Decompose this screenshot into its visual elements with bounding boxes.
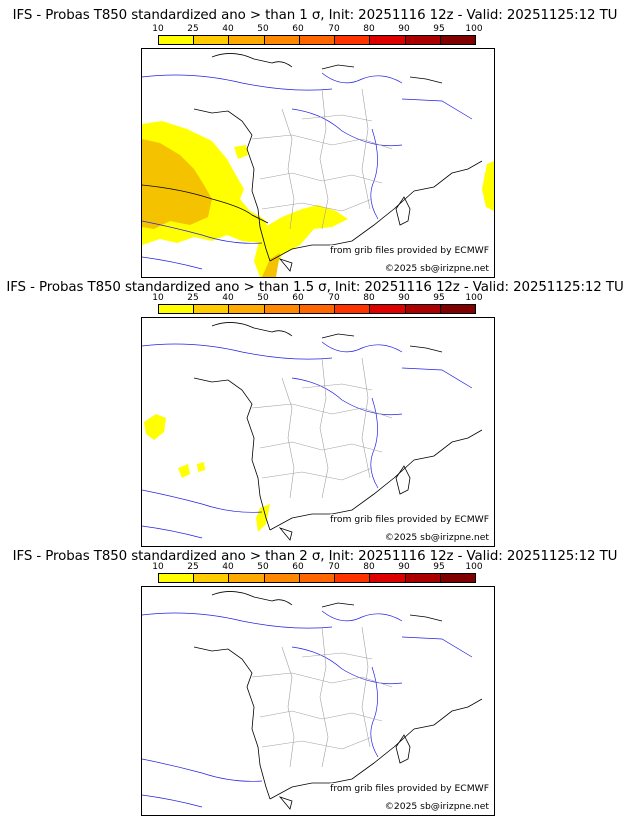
cb2-tick: 25	[187, 293, 199, 303]
colorbar-segment	[299, 305, 336, 313]
panel-1-colorbar-labels: 10 25 40 50 60 70 80 90 95 100	[152, 24, 482, 34]
coastline	[193, 322, 483, 541]
panel-2-colorbar	[158, 304, 476, 314]
cb1-tick: 90	[398, 24, 410, 34]
cb3-tick: 60	[292, 562, 304, 572]
colorbar-segment	[299, 36, 336, 44]
cb3-tick: 25	[187, 562, 199, 572]
panel-2-copyright: ©2025 sb@irizpne.net	[384, 532, 489, 543]
cb1-tick: 50	[257, 24, 269, 34]
colorbar-segment	[370, 36, 406, 44]
colorbar-segment	[229, 36, 265, 44]
cb2-tick: 95	[433, 293, 445, 303]
panel-3-copyright: ©2025 sb@irizpne.net	[384, 801, 489, 812]
cb3-tick: 90	[398, 562, 410, 572]
colorbar-segment	[440, 305, 475, 313]
cb3-tick: 80	[363, 562, 375, 572]
panel-1-map: from grib files provided by ECMWF ©2025 …	[141, 48, 495, 278]
cb1-tick: 70	[328, 24, 340, 34]
panel-2-title: IFS - Probas T850 standardized ano > tha…	[6, 280, 624, 295]
colorbar-segment	[335, 305, 371, 313]
panel-2-map: from grib files provided by ECMWF ©2025 …	[141, 317, 495, 547]
colorbar-segment	[264, 305, 300, 313]
cb2-tick: 10	[152, 293, 164, 303]
colorbar-segment	[335, 36, 371, 44]
panel-3-colorbar	[158, 573, 476, 583]
cb1-tick: 60	[292, 24, 304, 34]
colorbar-segment	[229, 574, 265, 582]
cb1-tick: 80	[363, 24, 375, 34]
colorbar-segment	[405, 36, 441, 44]
panel-1-copyright: ©2025 sb@irizpne.net	[384, 263, 489, 274]
probability-fill-mid	[142, 139, 280, 277]
colorbar-segment	[440, 36, 475, 44]
colorbar-segment	[405, 305, 441, 313]
colorbar-segment	[159, 305, 195, 313]
cb2-tick: 50	[257, 293, 269, 303]
colorbar-segment	[370, 305, 406, 313]
colorbar-segment	[299, 574, 336, 582]
admin-borders	[251, 88, 393, 230]
cb3-tick: 95	[433, 562, 445, 572]
colorbar-segment	[229, 305, 265, 313]
panel-2-source-credit: from grib files provided by ECMWF	[330, 514, 489, 525]
panel-3-colorbar-labels: 10 25 40 50 60 70 80 90 95 100	[152, 562, 482, 572]
cb2-tick: 100	[465, 293, 483, 303]
cb2-tick: 60	[292, 293, 304, 303]
cb3-tick: 10	[152, 562, 164, 572]
cb3-tick: 70	[328, 562, 340, 572]
colorbar-segment	[264, 574, 300, 582]
colorbar-segment	[264, 36, 300, 44]
colorbar-segment	[335, 574, 371, 582]
admin-borders	[251, 626, 393, 768]
colorbar-segment	[194, 36, 230, 44]
cb3-tick: 40	[222, 562, 234, 572]
cb2-tick: 90	[398, 293, 410, 303]
admin-borders	[251, 357, 393, 499]
colorbar-segment	[159, 36, 195, 44]
colorbar-segment	[405, 574, 441, 582]
colorbar-segment	[194, 305, 230, 313]
rivers	[142, 610, 473, 808]
panel-2-colorbar-labels: 10 25 40 50 60 70 80 90 95 100	[152, 293, 482, 303]
colorbar-segment	[440, 574, 475, 582]
cb2-tick: 40	[222, 293, 234, 303]
panel-1-colorbar	[158, 35, 476, 45]
colorbar-segment	[194, 574, 230, 582]
panel-3-title: IFS - Probas T850 standardized ano > tha…	[12, 549, 618, 564]
colorbar-segment	[370, 574, 406, 582]
cb1-tick: 95	[433, 24, 445, 34]
cb3-tick: 50	[257, 562, 269, 572]
probability-fill	[144, 414, 270, 532]
panel-1-title: IFS - Probas T850 standardized ano > tha…	[12, 8, 618, 23]
panel-3-map: from grib files provided by ECMWF ©2025 …	[141, 586, 495, 816]
cb1-tick: 100	[465, 24, 483, 34]
panel-1-source-credit: from grib files provided by ECMWF	[330, 245, 489, 256]
cb1-tick: 10	[152, 24, 164, 34]
coastline	[193, 591, 483, 810]
cb2-tick: 70	[328, 293, 340, 303]
rivers	[142, 341, 473, 539]
cb1-tick: 25	[187, 24, 199, 34]
colorbar-segment	[159, 574, 195, 582]
cb1-tick: 40	[222, 24, 234, 34]
panel-3-source-credit: from grib files provided by ECMWF	[330, 783, 489, 794]
cb2-tick: 80	[363, 293, 375, 303]
cb3-tick: 100	[465, 562, 483, 572]
coastline	[142, 53, 483, 272]
